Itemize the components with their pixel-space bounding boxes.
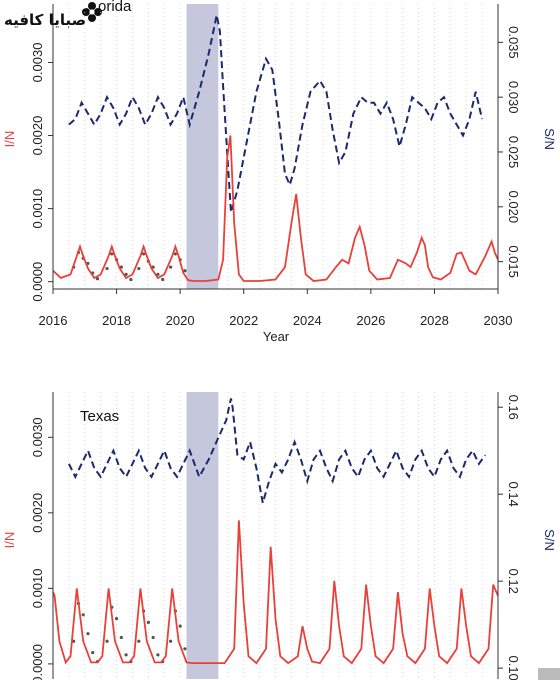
flower-logo-icon: [82, 2, 102, 22]
florida-observed-point: [124, 272, 128, 276]
texas-observed-point: [151, 635, 155, 640]
texas-y-tick-label: 0.0020: [30, 493, 45, 533]
florida-y-tick-label: 0.0030: [30, 43, 45, 83]
florida-x-tick-label: 2030: [484, 313, 513, 328]
texas-observed-point: [124, 653, 128, 657]
texas-y-tick-label: 0.0010: [30, 568, 45, 608]
texas-observed-point: [169, 639, 173, 643]
florida-x-tick-label: 2016: [39, 313, 68, 328]
texas-observed-point: [91, 650, 95, 655]
texas-y2-tick-label: 0.12: [506, 569, 521, 594]
florida-observed-point: [173, 252, 177, 256]
florida-observed-point: [161, 277, 165, 282]
florida-x-axis-title: Year: [263, 329, 290, 344]
texas-axes: [52, 392, 499, 679]
texas-observed-point: [183, 647, 187, 651]
texas-observed-point: [156, 653, 160, 657]
florida-x-tick-label: 2022: [229, 313, 258, 328]
florida-y2-tick-label: 0.020: [506, 191, 521, 224]
texas-shaded-region: [186, 392, 219, 679]
florida-gridlines: [68, 4, 483, 289]
texas-gridlines: [68, 392, 483, 679]
florida-y-tick-label: 0.0010: [30, 189, 45, 229]
florida-x-tick-label: 2018: [102, 313, 131, 328]
texas-observed-point: [81, 613, 85, 617]
texas-observed-point: [119, 635, 123, 640]
texas-y-tick-label: 0.0030: [30, 417, 45, 457]
florida-panel: 0.0000 0.0010 0.0020 0.0030 0.015 0.020 0.025 0…: [2, 0, 557, 344]
florida-y2-tick-label: 0.035: [506, 26, 521, 59]
florida-observed-point: [110, 252, 114, 256]
florida-axes: [52, 4, 499, 290]
watermark-text: صبايا كافيه: [4, 11, 86, 29]
texas-y2-tick-label: 0.10: [506, 655, 521, 680]
texas-ticks: 0.0000 0.0010 0.0020 0.0030 0.10 0.12 0.14 0.16: [30, 395, 521, 680]
corner-artifact: [538, 668, 560, 680]
texas-y2-axis-title: S/N: [542, 529, 557, 551]
florida-observed-point: [141, 252, 146, 256]
florida-observed-point: [95, 277, 100, 281]
texas-observed-point: [137, 639, 141, 643]
florida-observed-point: [119, 265, 123, 269]
florida-x-tick-label: 2024: [293, 313, 322, 328]
texas-i-series-line: [52, 520, 499, 665]
florida-y-axis-title: I/N: [2, 131, 17, 148]
florida-y-tick-label: 0.0020: [30, 116, 45, 156]
texas-observed-point: [86, 632, 90, 636]
florida-observed-point: [183, 269, 187, 273]
florida-y2-tick-label: 0.025: [506, 136, 521, 169]
florida-y2-tick-label: 0.015: [506, 245, 521, 278]
florida-panel-title: orida: [98, 0, 132, 15]
texas-y-tick-label: 0.0000: [30, 644, 45, 680]
florida-observed-point: [105, 266, 109, 271]
watermark: صبايا كافيه: [0, 0, 104, 30]
florida-observed-point: [156, 272, 160, 276]
texas-observed-point: [178, 624, 182, 628]
texas-y-axis-title: I/N: [2, 532, 17, 549]
texas-panel: 0.0000 0.0010 0.0020 0.0030 0.10 0.12 0.14 0.16…: [2, 392, 557, 680]
florida-s-series-line: [68, 14, 484, 213]
texas-s-series-line: [68, 398, 487, 504]
florida-i-series-line: [52, 135, 499, 282]
florida-observed-point: [137, 266, 141, 271]
florida-y-tick-label: 0.0000: [30, 262, 45, 302]
florida-observed-point: [151, 265, 155, 269]
florida-observed-point: [169, 265, 173, 269]
texas-observed-point: [105, 639, 109, 643]
texas-y2-tick-label: 0.14: [506, 482, 521, 507]
florida-shaded-region: [186, 4, 219, 289]
texas-observed-point: [146, 620, 150, 624]
florida-x-tick-label: 2028: [420, 313, 449, 328]
florida-y2-axis-title: S/N: [542, 128, 557, 150]
texas-panel-title: Texas: [80, 408, 119, 425]
florida-ticks: 0.0000 0.0010 0.0020 0.0030 0.015 0.020 0.025 0…: [30, 26, 521, 328]
florida-observed-point: [129, 277, 133, 282]
florida-y2-tick-label: 0.030: [506, 81, 521, 114]
texas-y2-tick-label: 0.16: [506, 395, 521, 420]
florida-x-tick-label: 2020: [166, 313, 195, 328]
texas-observed-point: [114, 616, 119, 621]
florida-x-tick-label: 2026: [356, 313, 385, 328]
